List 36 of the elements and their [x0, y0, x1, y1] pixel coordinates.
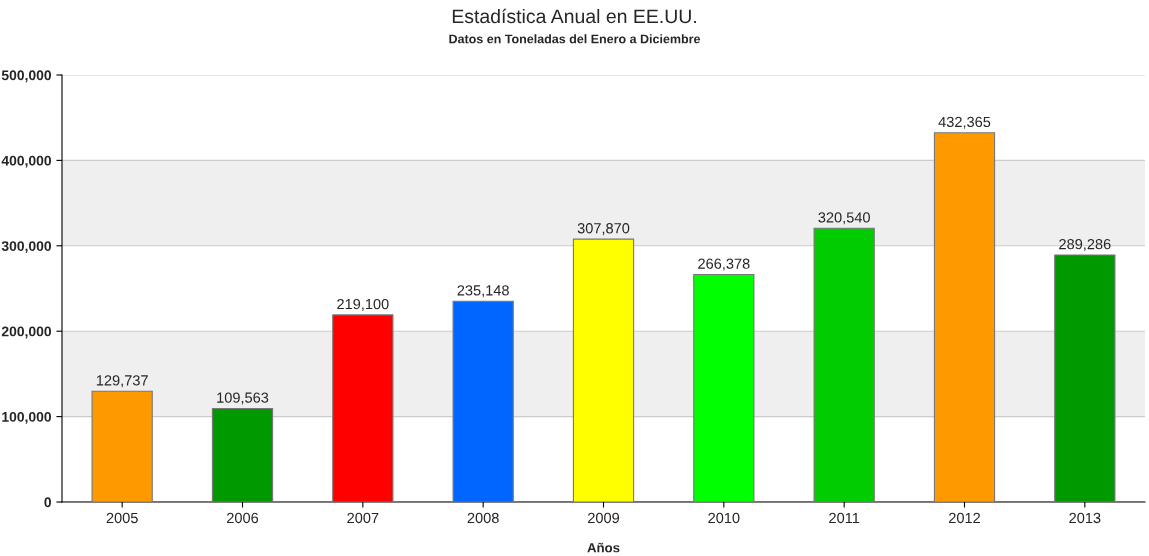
y-tick-label: 100,000 — [2, 411, 52, 424]
data-label: 307,870 — [577, 223, 630, 236]
data-label: 235,148 — [457, 285, 509, 298]
y-tick-label: 400,000 — [1, 155, 52, 168]
x-tick-label: 2006 — [227, 512, 259, 524]
y-tick-label: 0 — [44, 497, 52, 508]
bar — [91, 390, 153, 502]
data-label: 289,286 — [1059, 238, 1111, 252]
y-tick-label: 300,000 — [1, 241, 52, 253]
bar — [933, 132, 996, 502]
x-axis-title: Años — [587, 542, 620, 553]
x-tick-label: 2010 — [708, 512, 740, 524]
bar — [1054, 254, 1116, 502]
chart-subtitle: Datos en Toneladas del Enero a Diciembre — [449, 34, 701, 44]
data-label: 129,737 — [96, 375, 148, 388]
data-label: 320,540 — [818, 212, 870, 225]
data-label: 219,100 — [337, 298, 389, 311]
bar — [572, 238, 635, 502]
bar — [693, 273, 755, 502]
bar — [813, 227, 875, 502]
y-tick-label: 200,000 — [1, 326, 52, 339]
bar — [452, 300, 514, 502]
data-label: 266,378 — [698, 258, 750, 271]
bar — [332, 314, 394, 502]
y-tick-label: 500,000 — [1, 70, 52, 83]
x-tick-label: 2009 — [588, 512, 620, 524]
data-label: 432,365 — [938, 116, 991, 129]
x-tick-label: 2007 — [347, 512, 379, 524]
x-tick-label: 2013 — [1069, 512, 1101, 524]
x-tick-label: 2005 — [106, 512, 138, 524]
x-tick-label: 2011 — [829, 512, 860, 524]
data-label: 109,563 — [217, 392, 269, 405]
x-tick-label: 2008 — [467, 512, 499, 524]
x-tick-label: 2012 — [949, 512, 980, 524]
bar — [211, 407, 274, 502]
chart-title: Estadística Anual en EE.UU. — [452, 8, 696, 24]
